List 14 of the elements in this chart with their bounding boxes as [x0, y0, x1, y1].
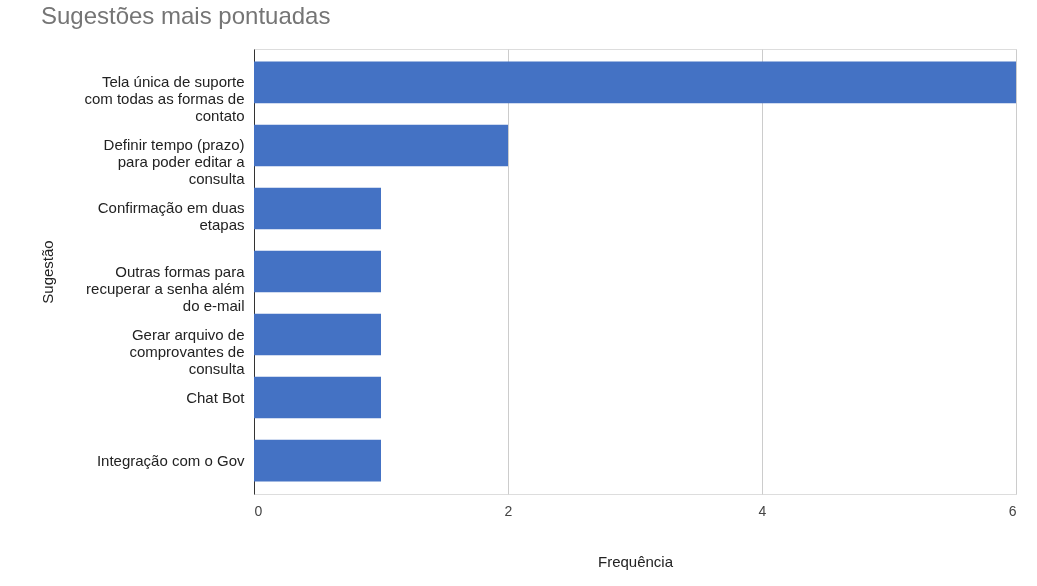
y-tick-label: Integração com o Gov	[96, 451, 245, 469]
y-tick-label: Tela única de suporte com todas as formas de contato	[84, 73, 245, 125]
x-tick-label: 4	[758, 502, 767, 519]
y-tick-label: Outras formas para recuperar a senha além do e-mail	[86, 262, 246, 314]
x-axis-title: Frequência	[597, 552, 674, 570]
y-tick-label: Definir tempo (prazo) para poder editar a consulta	[103, 136, 246, 188]
y-tick-label: Confirmação em duas etapas	[97, 199, 245, 234]
x-tick-label: 6	[1008, 502, 1017, 519]
x-tick-label: 0	[254, 502, 263, 519]
y-axis-title: Sugestão	[39, 240, 57, 304]
y-tick-label: Chat Bot	[186, 388, 246, 406]
y-tick-label: Gerar arquivo de comprovantes de consulta	[129, 325, 246, 377]
x-tick-label: 2	[504, 502, 513, 519]
chart-title: Sugestões mais pontuadas	[40, 2, 331, 29]
